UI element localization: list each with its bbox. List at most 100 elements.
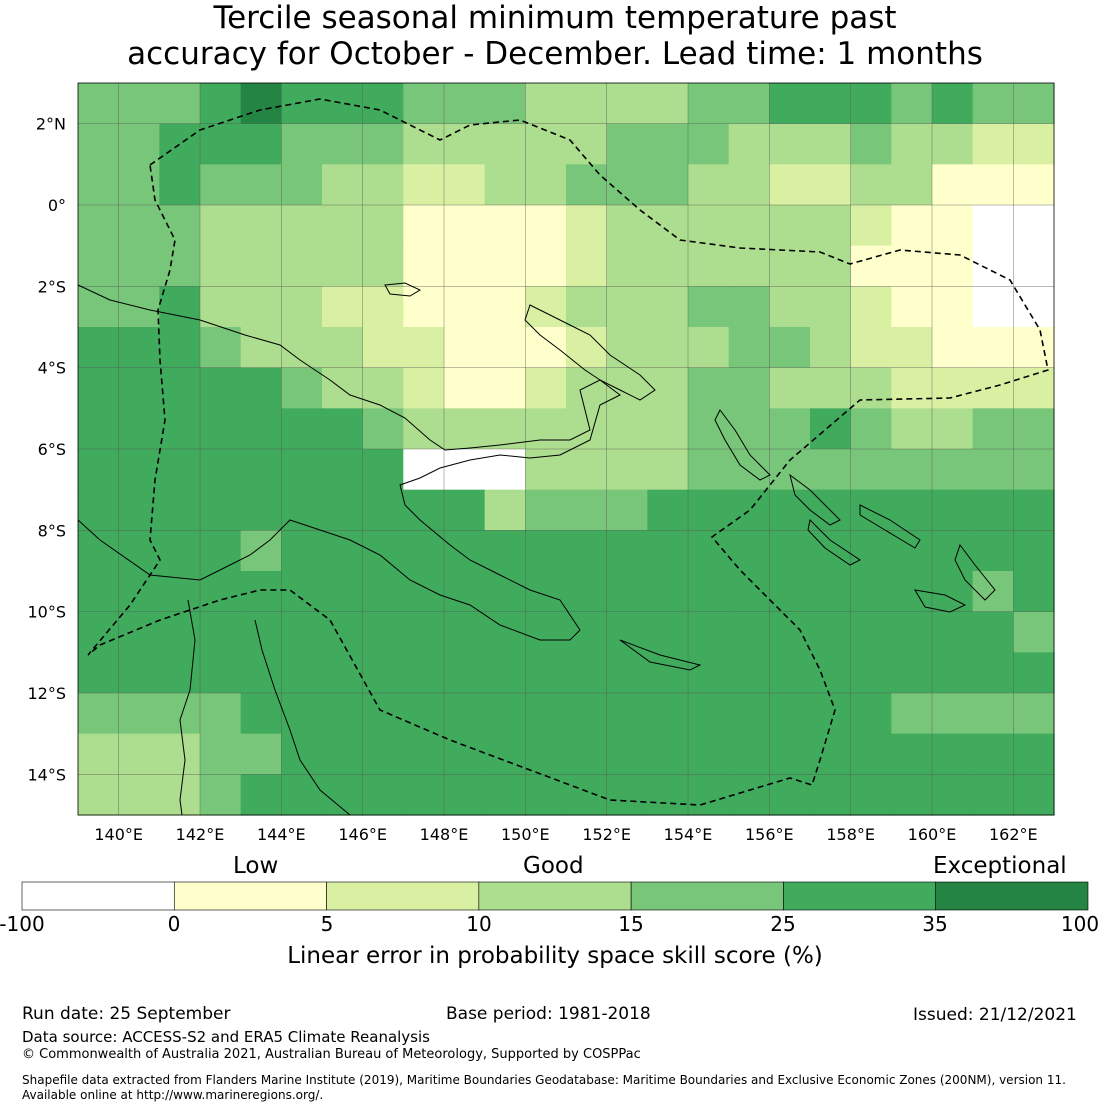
skill-cell [1013,408,1055,450]
skill-cell [728,530,770,572]
skill-cell [362,693,404,735]
skill-cell [240,327,282,369]
skill-cell [362,530,404,572]
skill-cell [78,530,120,572]
skill-cell [647,733,689,775]
skill-cell [444,286,486,328]
eez-png [87,98,1049,806]
skill-cell [78,367,120,409]
skill-cell [200,611,242,653]
colorbar-category-exceptional: Exceptional [933,853,1067,879]
skill-cell [403,530,445,572]
skill-cell [403,693,445,735]
skill-cell [240,408,282,450]
skill-cell [891,774,933,816]
colorbar-category-low: Low [233,853,279,879]
skill-cell [78,408,120,450]
skill-cell [850,327,892,369]
skill-cell [891,205,933,247]
skill-cell [850,693,892,735]
skill-cell [362,449,404,491]
skill-grid [78,83,1055,816]
skill-cell [281,286,323,328]
skill-cell [525,205,567,247]
skill-cell [240,123,282,165]
skill-cell [362,611,404,653]
skill-cell [891,733,933,775]
skill-cell [932,123,974,165]
skill-cell [362,286,404,328]
skill-cell [281,367,323,409]
skill-cell [322,693,364,735]
skill-cell [403,652,445,694]
skill-cell [972,530,1014,572]
lon-tick-label: 148°E [420,825,469,844]
skill-cell [566,164,608,206]
skill-cell [484,693,526,735]
skill-cell [240,164,282,206]
skill-cell [78,164,120,206]
skill-cell [891,327,933,369]
skill-cell [972,123,1014,165]
skill-cell [810,733,852,775]
skill-cell [78,83,120,125]
skill-cell [362,652,404,694]
skill-cell [403,327,445,369]
skill-cell [566,205,608,247]
skill-cell [118,205,160,247]
skill-cell [240,83,282,125]
skill-cell [281,733,323,775]
skill-cell [525,83,567,125]
skill-cell [1013,489,1055,531]
skill-cell [728,449,770,491]
skill-cell [728,611,770,653]
skill-cell [240,774,282,816]
skill-cell [200,530,242,572]
skill-cell [78,449,120,491]
skill-cell [932,530,974,572]
skill-cell [403,83,445,125]
skill-cell [403,774,445,816]
skill-cell [606,205,648,247]
coastline-solomons-1 [859,504,921,549]
skill-cell [972,652,1014,694]
skill-cell [484,327,526,369]
map-graticule [78,83,1054,815]
skill-cell [118,530,160,572]
skill-cell [850,733,892,775]
skill-cell [688,530,730,572]
skill-cell [850,530,892,572]
skill-cell [444,530,486,572]
skill-cell [118,123,160,165]
skill-cell [891,693,933,735]
skill-cell [362,408,404,450]
skill-cell [606,367,648,409]
skill-cell [606,83,648,125]
skill-cell [200,367,242,409]
skill-cell [200,205,242,247]
skill-cell [322,123,364,165]
skill-cell [240,733,282,775]
skill-cell [159,408,201,450]
skill-cell [525,408,567,450]
skill-cell [1013,123,1055,165]
skill-cell [566,733,608,775]
skill-cell [769,652,811,694]
skill-cell [159,123,201,165]
skill-cell [78,286,120,328]
skill-cell [403,408,445,450]
skill-cell [850,123,892,165]
lon-tick-label: 142°E [176,825,225,844]
skill-cell [891,164,933,206]
skill-cell [769,367,811,409]
skill-cell [688,733,730,775]
skill-cell [891,123,933,165]
skill-cell [159,367,201,409]
skill-cell [281,205,323,247]
coastline-solomons-2 [807,518,861,566]
skill-cell [728,83,770,125]
skill-cell [484,205,526,247]
skill-cell [118,367,160,409]
skill-cell [566,286,608,328]
lat-tick-label: 2°S [38,277,66,296]
